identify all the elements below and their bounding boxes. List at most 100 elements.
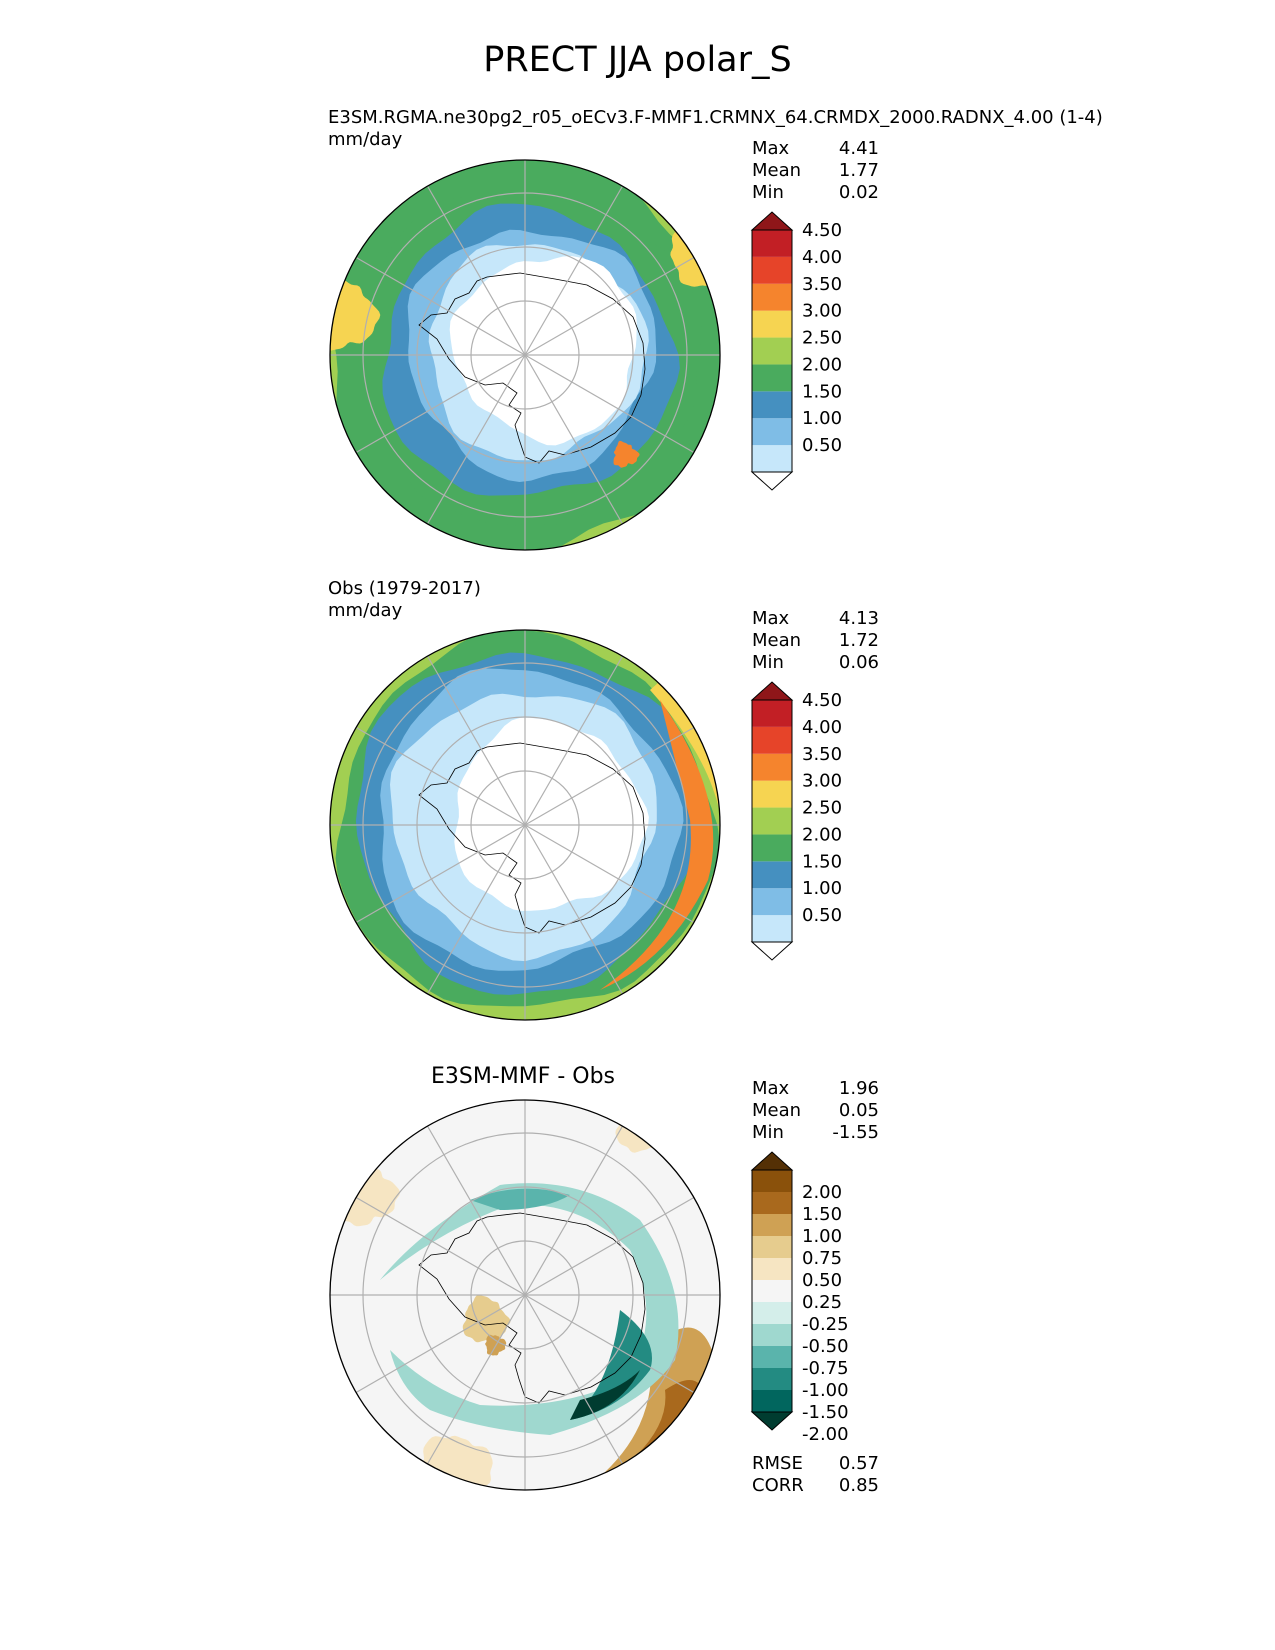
colorbar-frame — [751, 699, 793, 943]
field-band — [330, 275, 381, 351]
metric-value: 0.57 — [838, 1453, 879, 1474]
colorbar-box — [752, 445, 792, 472]
meridian-line — [524, 185, 624, 356]
polar-map-model — [329, 159, 721, 551]
stat-value: 1.77 — [838, 160, 879, 181]
colorbar-tick-label: 2.50 — [802, 798, 842, 819]
field-band — [615, 1100, 677, 1153]
colorbar-tick-label: 1.00 — [802, 408, 842, 429]
field-band — [570, 1370, 640, 1420]
colorbar-extend-min — [750, 941, 794, 961]
colorbar-box — [752, 1390, 792, 1412]
colorbar-obs: 0.50 1.00 1.50 2.00 2.50 3.00 3.50 4.00 4.50 5.00 — [750, 680, 842, 961]
panel-3-stats: Max 1.96 Mean 0.05 Min -1.55 — [752, 1078, 879, 1144]
field-band — [590, 1327, 720, 1485]
colorbar-box — [752, 256, 792, 284]
colorbar-tick-label: 0.75 — [802, 1248, 842, 1269]
stat-label: Max — [752, 138, 790, 159]
map-field — [330, 160, 720, 550]
stat-label: Min — [752, 182, 784, 203]
meridian-line — [524, 726, 695, 826]
stat-label: Mean — [752, 630, 802, 651]
colorbar-box — [752, 1214, 792, 1236]
colorbar-extend-max — [750, 1151, 794, 1171]
colorbar-tick-label: -0.25 — [802, 1314, 849, 1335]
graticule — [330, 1100, 720, 1490]
figure-title: PRECT JJA polar_S — [483, 40, 792, 80]
colorbar-tick-label: 5.00 — [802, 210, 842, 214]
field-band — [620, 1380, 706, 1470]
meridian-line — [524, 1125, 624, 1296]
stat-value: 1.96 — [838, 1078, 879, 1099]
colorbar-frame — [751, 229, 793, 473]
colorbar-tick-label: 5.00 — [802, 680, 842, 684]
field-band — [613, 440, 640, 468]
colorbar-box — [752, 888, 792, 916]
meridian-line — [426, 354, 526, 525]
panel-1-units: mm/day — [328, 129, 403, 150]
colorbar-box — [752, 861, 792, 889]
colorbar-box — [752, 834, 792, 862]
map-boundary — [329, 159, 721, 551]
colorbar-box — [752, 230, 792, 257]
colorbar-frame — [751, 1169, 793, 1413]
colorbar-tick-label: 1.00 — [802, 878, 842, 899]
polar-map-diff — [329, 1099, 721, 1491]
graticule — [330, 630, 720, 1020]
meridian-line — [524, 1294, 624, 1465]
colorbar-tick-label: -1.50 — [802, 1402, 849, 1423]
colorbar-tick-label: 1.00 — [802, 1226, 842, 1247]
colorbar-box — [752, 726, 792, 754]
stat-value: -1.55 — [832, 1122, 879, 1143]
colorbar-extend-min — [750, 471, 794, 491]
colorbar-tick-label: 4.00 — [802, 717, 842, 738]
colorbar-box — [752, 700, 792, 727]
colorbar-extend-min — [750, 1411, 794, 1431]
meridian-line — [524, 824, 695, 924]
colorbar-tick-label: 2.00 — [802, 354, 842, 375]
colorbar-tick-label: 4.00 — [802, 247, 842, 268]
colorbar-box — [752, 337, 792, 365]
colorbar-tick-label: -2.00 — [802, 1424, 849, 1440]
colorbar-tick-label: -1.00 — [802, 1380, 849, 1401]
colorbar-tick-label: 1.50 — [802, 1204, 842, 1225]
colorbar-box — [752, 1236, 792, 1258]
stat-value: 0.06 — [838, 652, 879, 673]
colorbar-box — [752, 310, 792, 338]
panel-2-title: Obs (1979-2017) — [328, 578, 481, 599]
colorbar-tick-label: 3.50 — [802, 744, 842, 765]
colorbar-box — [752, 391, 792, 419]
colorbar-box — [752, 364, 792, 392]
panel-3-metrics: RMSE 0.57 CORR 0.85 — [752, 1453, 879, 1497]
colorbar-box — [752, 283, 792, 311]
field-band — [462, 1295, 511, 1343]
colorbar-tick-label: -0.75 — [802, 1358, 849, 1379]
colorbar-box — [752, 780, 792, 808]
antarctica-coastline — [418, 742, 646, 934]
colorbar-tick-label: 0.25 — [802, 1292, 842, 1313]
metric-label: CORR — [752, 1475, 804, 1496]
stat-label: Min — [752, 652, 784, 673]
colorbar-tick-label: 1.50 — [802, 381, 842, 402]
colorbar-box — [752, 1346, 792, 1368]
meridian-line — [355, 1294, 526, 1394]
meridian-line — [524, 824, 624, 995]
colorbar-box — [752, 915, 792, 942]
stat-label: Mean — [752, 160, 802, 181]
colorbar-box — [752, 1302, 792, 1324]
metric-label: RMSE — [752, 1453, 803, 1474]
field-band — [470, 1188, 570, 1210]
stat-label: Max — [752, 1078, 790, 1099]
meridian-line — [524, 655, 624, 826]
colorbar-tick-label: -0.50 — [802, 1336, 849, 1357]
polar-map-obs — [329, 629, 721, 1021]
colorbar-box — [752, 753, 792, 781]
meridian-line — [355, 1196, 526, 1296]
colorbar-box — [752, 1368, 792, 1390]
graticule — [330, 160, 720, 550]
field-band — [570, 630, 720, 1020]
colorbar-box — [752, 418, 792, 446]
meridian-line — [524, 354, 624, 525]
panel-2-units: mm/day — [328, 600, 403, 621]
stat-label: Min — [752, 1122, 784, 1143]
